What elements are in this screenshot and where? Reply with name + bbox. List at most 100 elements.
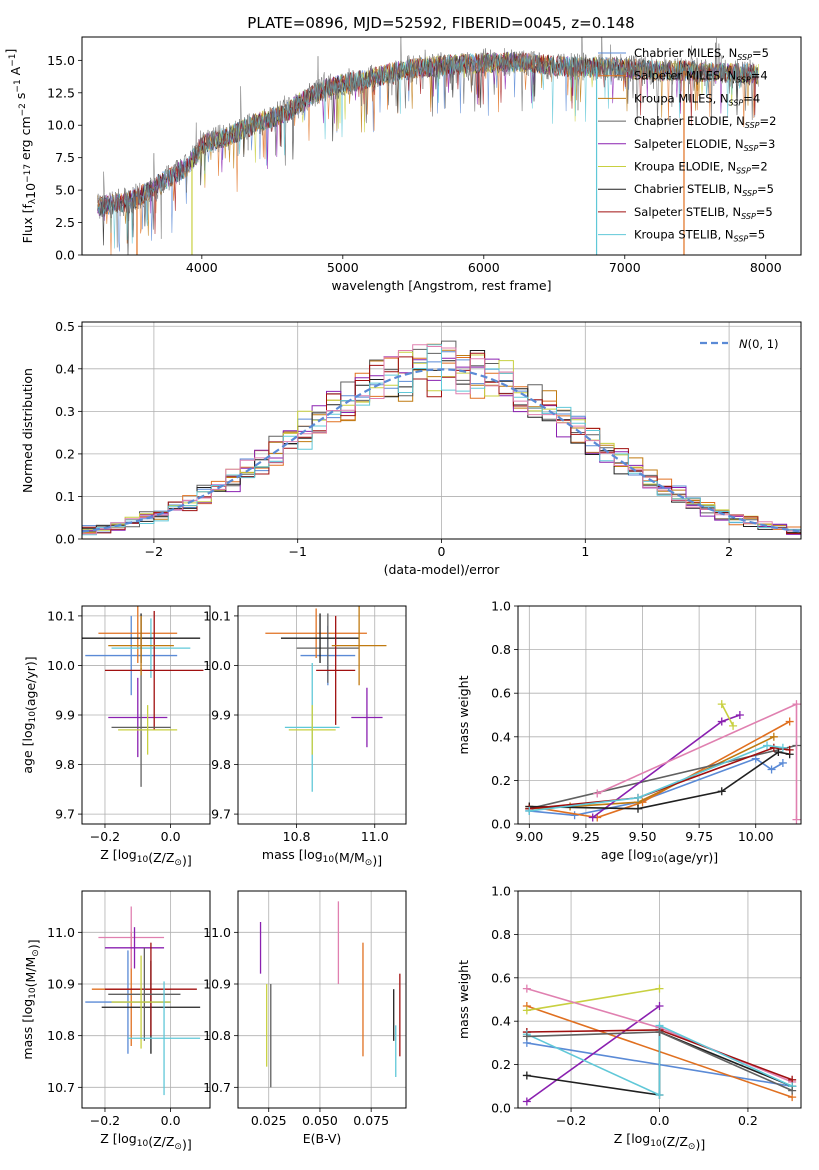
x-tick-label: −0.2 (90, 1113, 120, 1128)
panel-mass-vs-z: −0.2 0.0 10.7 10.8 10.9 11.0 Z [log10(Z/Z⊙)] ma… (20, 890, 211, 1152)
y-tick-label: 0.2 (55, 446, 75, 461)
weight-point-marker (717, 787, 726, 796)
y-tick-label: 1.0 (491, 599, 511, 614)
axes-frame (517, 890, 802, 1109)
x-tick-label: 0.050 (302, 1113, 338, 1128)
weight-point-marker (717, 717, 726, 726)
x-tick-label: 10.8 (283, 829, 311, 844)
panel-mass-vs-ebv: 0.025 0.050 0.075 10.7 10.8 10.9 11.0 E(B-V) (203, 890, 407, 1146)
weight-series-line (529, 720, 791, 819)
y-tick-label: 0.2 (491, 1057, 511, 1072)
axes-frame (237, 605, 407, 825)
legend-entry: Salpeter ELODIE, NSSP=3 (634, 137, 775, 153)
plot-area-weight-vs-z (522, 984, 797, 1106)
legend-entry: Kroupa STELIB, NSSP=5 (634, 228, 765, 244)
x-tick-label: 4000 (186, 260, 218, 275)
weight-point-marker (655, 1002, 664, 1011)
weight-point-marker (792, 815, 801, 824)
x-tick-label: 0.0 (650, 1113, 670, 1128)
y-tick-label: 0.8 (491, 927, 511, 942)
panel-spectrum: 4000 5000 6000 7000 8000 0.0 2.5 5.0 7.5 10.0 12.5… (3, 36, 802, 293)
y-axis-title: mass [log10(M/M⊙)] (20, 939, 41, 1059)
y-tick-label: 0.8 (491, 642, 511, 657)
residual-histogram-line (82, 344, 801, 536)
y-tick-label: 11.0 (47, 925, 75, 940)
residual-histogram-line (82, 344, 801, 535)
axes-frame (517, 605, 802, 825)
x-tick-label: 9.25 (572, 829, 600, 844)
y-tick-label: 10.0 (203, 658, 231, 673)
weight-series-line (529, 744, 797, 810)
x-tick-label: −0.2 (556, 1113, 586, 1128)
legend-entry: Salpeter STELIB, NSSP=5 (634, 205, 773, 221)
y-tick-label: 2.5 (55, 215, 75, 230)
x-tick-label: 8000 (750, 260, 782, 275)
y-tick-label: 0.2 (491, 773, 511, 788)
panel-weight-vs-age: 9.00 9.25 9.50 9.75 10.00 0.0 0.2 0.4 0.6 0.8 1.0 a… (456, 599, 802, 865)
y-axis-title: mass weight (456, 960, 471, 1039)
x-axis-title: (data-model)/error (384, 562, 501, 577)
y-tick-label: 5.0 (55, 183, 75, 198)
plot-area-age-vs-mass (265, 606, 387, 792)
y-tick-label: 10.9 (203, 977, 231, 992)
plot-area-mass-vs-z (85, 906, 201, 1096)
y-tick-label: 15.0 (47, 53, 75, 68)
weight-series-line (526, 987, 660, 1012)
y-tick-label: 10.8 (203, 1028, 231, 1043)
x-tick-label: 0 (438, 544, 446, 559)
x-tick-label: 9.50 (629, 829, 657, 844)
weight-point-marker (655, 984, 664, 993)
observed-spectrum-line (97, 37, 759, 248)
y-tick-label: 9.9 (55, 708, 75, 723)
y-tick-label: 10.7 (47, 1080, 75, 1095)
weight-point-marker (588, 813, 597, 822)
y-tick-label: 0.0 (55, 532, 75, 547)
y-tick-label: 0.6 (491, 970, 511, 985)
y-tick-label: 0.6 (491, 686, 511, 701)
plot-area-weight-vs-age (525, 700, 801, 824)
weight-point-marker (769, 743, 778, 752)
y-tick-label: 10.0 (47, 118, 75, 133)
weight-series-line (529, 757, 784, 817)
x-tick-label: −2 (145, 544, 163, 559)
y-axis-title: age [log10(age/yr)] (20, 656, 38, 773)
weight-point-marker (788, 1086, 797, 1095)
axes-frame (81, 36, 802, 256)
weight-series-line (526, 1024, 793, 1097)
x-axis-title: mass [log10(M/M⊙)] (262, 847, 382, 868)
weight-point-marker (655, 1028, 664, 1037)
legend-entry: Chabrier MILES, NSSP=5 (634, 46, 769, 62)
x-tick-label: −1 (288, 544, 306, 559)
y-tick-label: 9.7 (55, 807, 75, 822)
x-tick-label: 0.075 (353, 1113, 389, 1128)
weight-point-marker (522, 984, 531, 993)
weight-point-marker (522, 1006, 531, 1015)
x-tick-label: 1 (581, 544, 589, 559)
weight-point-marker (735, 711, 744, 719)
y-tick-label: 10.1 (47, 608, 75, 623)
panel-age-vs-mass: 10.8 11.0 9.7 9.8 9.9 10.0 10.1 mass [log10(M/M… (203, 605, 407, 868)
axes-frame (237, 890, 407, 1109)
y-axis-title: Normed distribution (20, 368, 35, 493)
y-tick-label: 10.1 (203, 608, 231, 623)
weight-point-marker (522, 1097, 531, 1106)
y-tick-label: 9.9 (211, 708, 231, 723)
y-tick-label: 9.8 (55, 757, 75, 772)
x-axis-title: Z [log10(Z/Z⊙)] (100, 847, 191, 868)
y-tick-label: 7.5 (55, 150, 75, 165)
weight-point-marker (769, 732, 778, 741)
y-tick-label: 10.9 (47, 977, 75, 992)
y-tick-label: 10.7 (203, 1080, 231, 1095)
x-tick-label: 9.75 (685, 829, 713, 844)
weight-point-marker (633, 793, 642, 802)
y-tick-label: 0.1 (55, 489, 75, 504)
legend-entry: Salpeter MILES, NSSP=4 (634, 69, 768, 85)
y-tick-label: 0.3 (55, 404, 75, 419)
x-tick-label: 0.0 (161, 1113, 181, 1128)
weight-point-marker (792, 700, 801, 709)
y-tick-label: 0.0 (491, 817, 511, 832)
weight-series-line (526, 1005, 660, 1103)
plot-area-age-vs-z (82, 606, 204, 787)
legend-entry: Chabrier ELODIE, NSSP=2 (634, 114, 776, 130)
spectrum-series-line (97, 52, 759, 249)
